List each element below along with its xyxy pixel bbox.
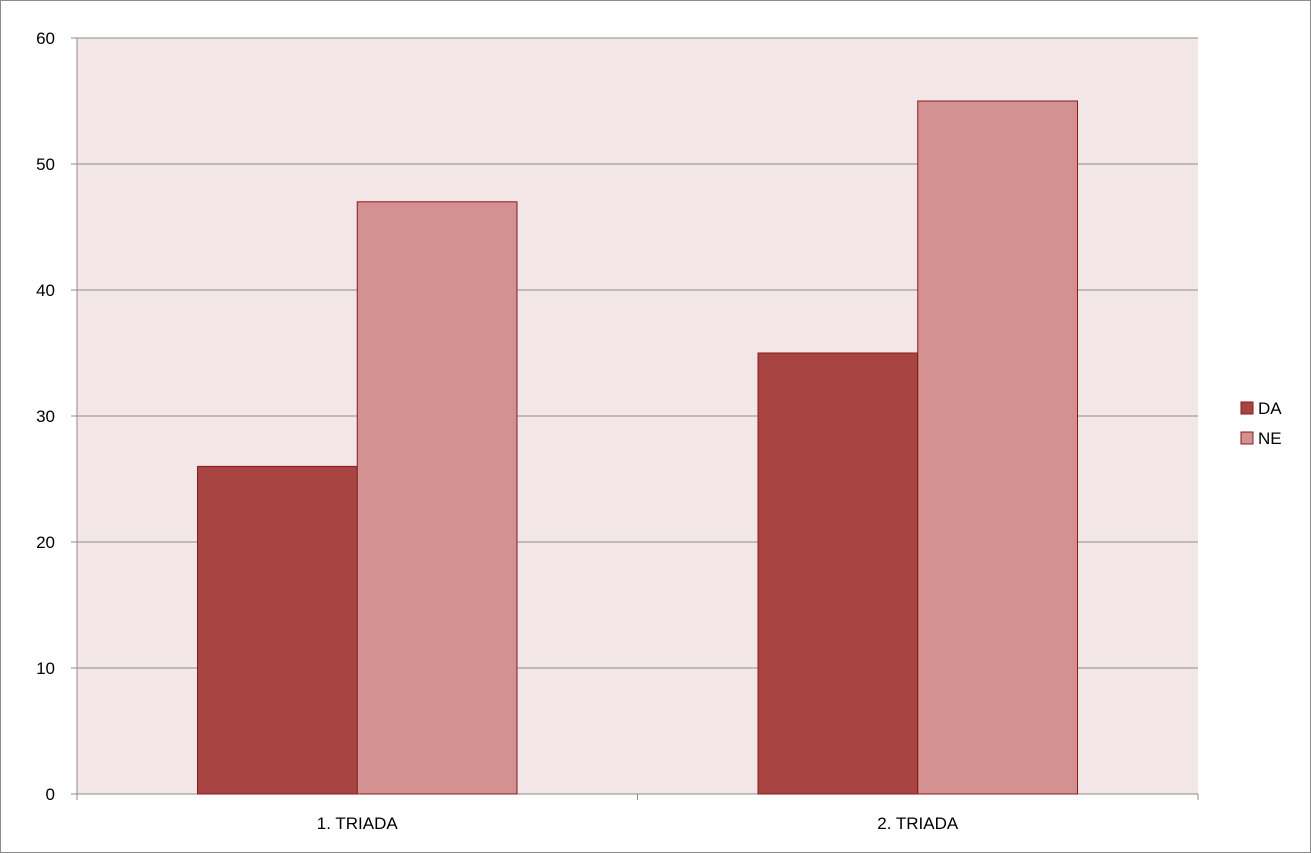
legend-label-da: DA (1258, 399, 1282, 418)
legend: DA NE (1240, 399, 1282, 448)
legend-swatch-ne (1240, 431, 1254, 445)
y-tick-label: 20 (36, 533, 55, 552)
y-tick-label: 10 (36, 659, 55, 678)
bars (197, 100, 1078, 795)
legend-label-ne: NE (1258, 429, 1282, 448)
legend-swatch-da (1240, 401, 1254, 415)
x-tick-label: 2. TRIADA (877, 814, 959, 833)
x-tick-label: 1. TRIADA (317, 814, 399, 833)
bar-ne-2 (917, 100, 1078, 795)
y-tick-label: 60 (36, 29, 55, 48)
y-tick-label: 50 (36, 155, 55, 174)
y-axis: 0 10 20 30 40 50 60 (36, 29, 78, 804)
y-tick-label: 30 (36, 407, 55, 426)
y-tick-label: 40 (36, 281, 55, 300)
bar-da-1 (197, 465, 358, 795)
y-tick-label: 0 (46, 785, 55, 804)
bar-da-2 (757, 352, 919, 795)
bar-ne-1 (356, 201, 518, 795)
x-axis: 1. TRIADA 2. TRIADA (76, 793, 1199, 833)
